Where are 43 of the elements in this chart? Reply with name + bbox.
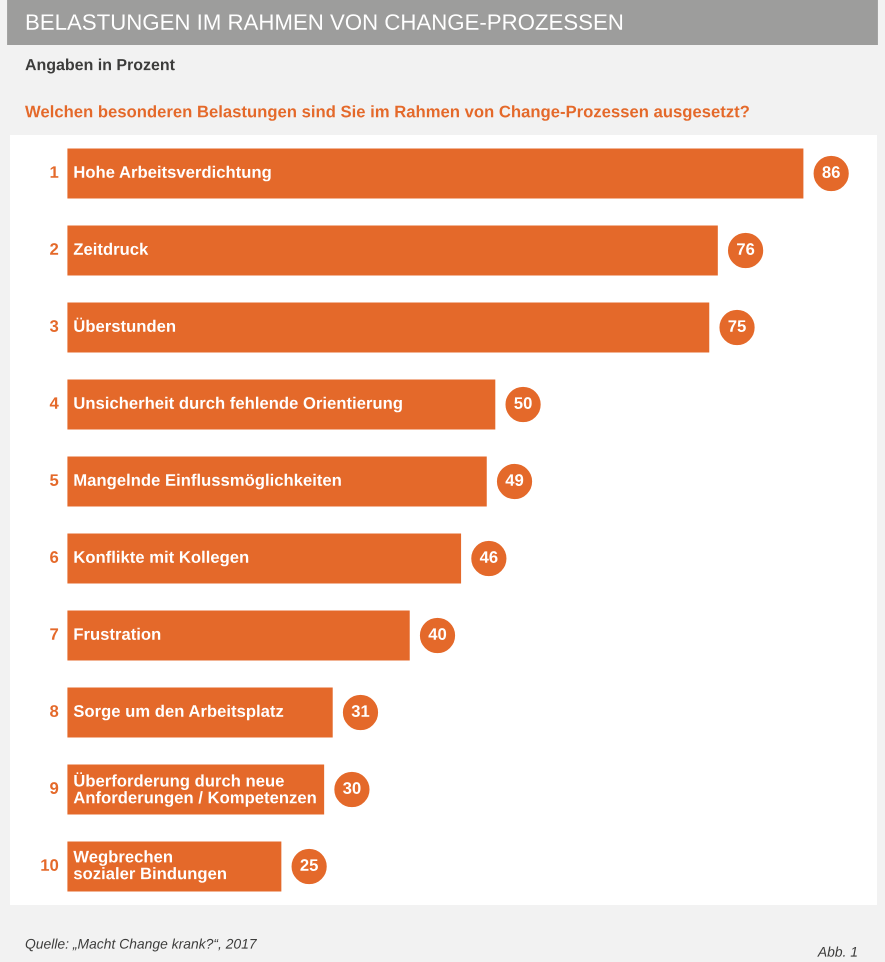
caption: Abb. 1	[817, 946, 857, 957]
bar	[67, 533, 462, 584]
y-tick-label: Mangelnde Einflussmöglichkeiten	[74, 474, 341, 490]
bar	[67, 687, 333, 738]
data-label: 46	[480, 551, 498, 563]
data-label: 40	[428, 628, 446, 640]
y-tick-label: Zeitdruck	[74, 242, 148, 255]
y-tick-label: Wegbrechen sozialer Bindungen	[73, 850, 226, 883]
bar	[67, 610, 410, 661]
text: 5	[50, 474, 58, 486]
bar	[67, 148, 804, 199]
data-label: 86	[822, 166, 840, 178]
data-label: 76	[737, 243, 754, 255]
bar	[67, 379, 496, 430]
text: 3	[50, 320, 58, 332]
y-tick-label: Sorge um den Arbeitsplatz	[74, 704, 284, 720]
text: 6	[50, 551, 58, 563]
chart-title: BELASTUNGEN IM RAHMEN VON CHANGE-PROZESSEN	[26, 14, 622, 30]
data-label: 30	[343, 782, 361, 794]
text: Welchen besonderen Belastungen sind Sie im Rahmen von Change-Prozessen ausgesetzt?	[25, 105, 749, 121]
y-tick-label: Frustration	[74, 628, 160, 640]
y-tick-label: Überstunden	[74, 318, 176, 332]
y-tick-label: Unsicherheit durch fehlende Orientierung	[74, 396, 402, 412]
data-label: 31	[352, 705, 370, 717]
text: 9	[50, 782, 58, 794]
text: 1	[50, 166, 58, 178]
chart-subtitle: Angaben in Prozent	[25, 58, 175, 74]
y-tick-label: Hohe Arbeitsverdichtung	[74, 166, 271, 182]
y-tick-label: Konflikte mit Kollegen	[74, 550, 248, 566]
data-label: 49	[506, 474, 524, 486]
y-tick-label: Überforderung durch neue Anforderungen / Kompetenzen	[74, 772, 316, 807]
source-note: Quelle: „Macht Change krank?“, 2017	[26, 938, 258, 952]
data-label: 50	[514, 397, 532, 409]
text: 2	[50, 243, 58, 255]
bar	[67, 456, 487, 507]
text: 7	[50, 628, 58, 640]
data-label: 25	[300, 859, 318, 871]
data-label: 75	[728, 320, 746, 332]
text: 4	[50, 397, 59, 409]
text: 8	[50, 705, 58, 717]
bar	[67, 225, 718, 276]
text: 10	[41, 859, 58, 871]
bar	[67, 302, 710, 353]
